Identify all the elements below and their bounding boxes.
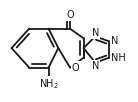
- Text: N: N: [111, 36, 118, 46]
- Text: NH$_2$: NH$_2$: [39, 77, 59, 91]
- Text: N: N: [92, 61, 99, 71]
- Text: N: N: [92, 28, 99, 38]
- Text: O: O: [66, 10, 74, 20]
- Text: O: O: [72, 63, 79, 73]
- Text: NH: NH: [111, 53, 126, 63]
